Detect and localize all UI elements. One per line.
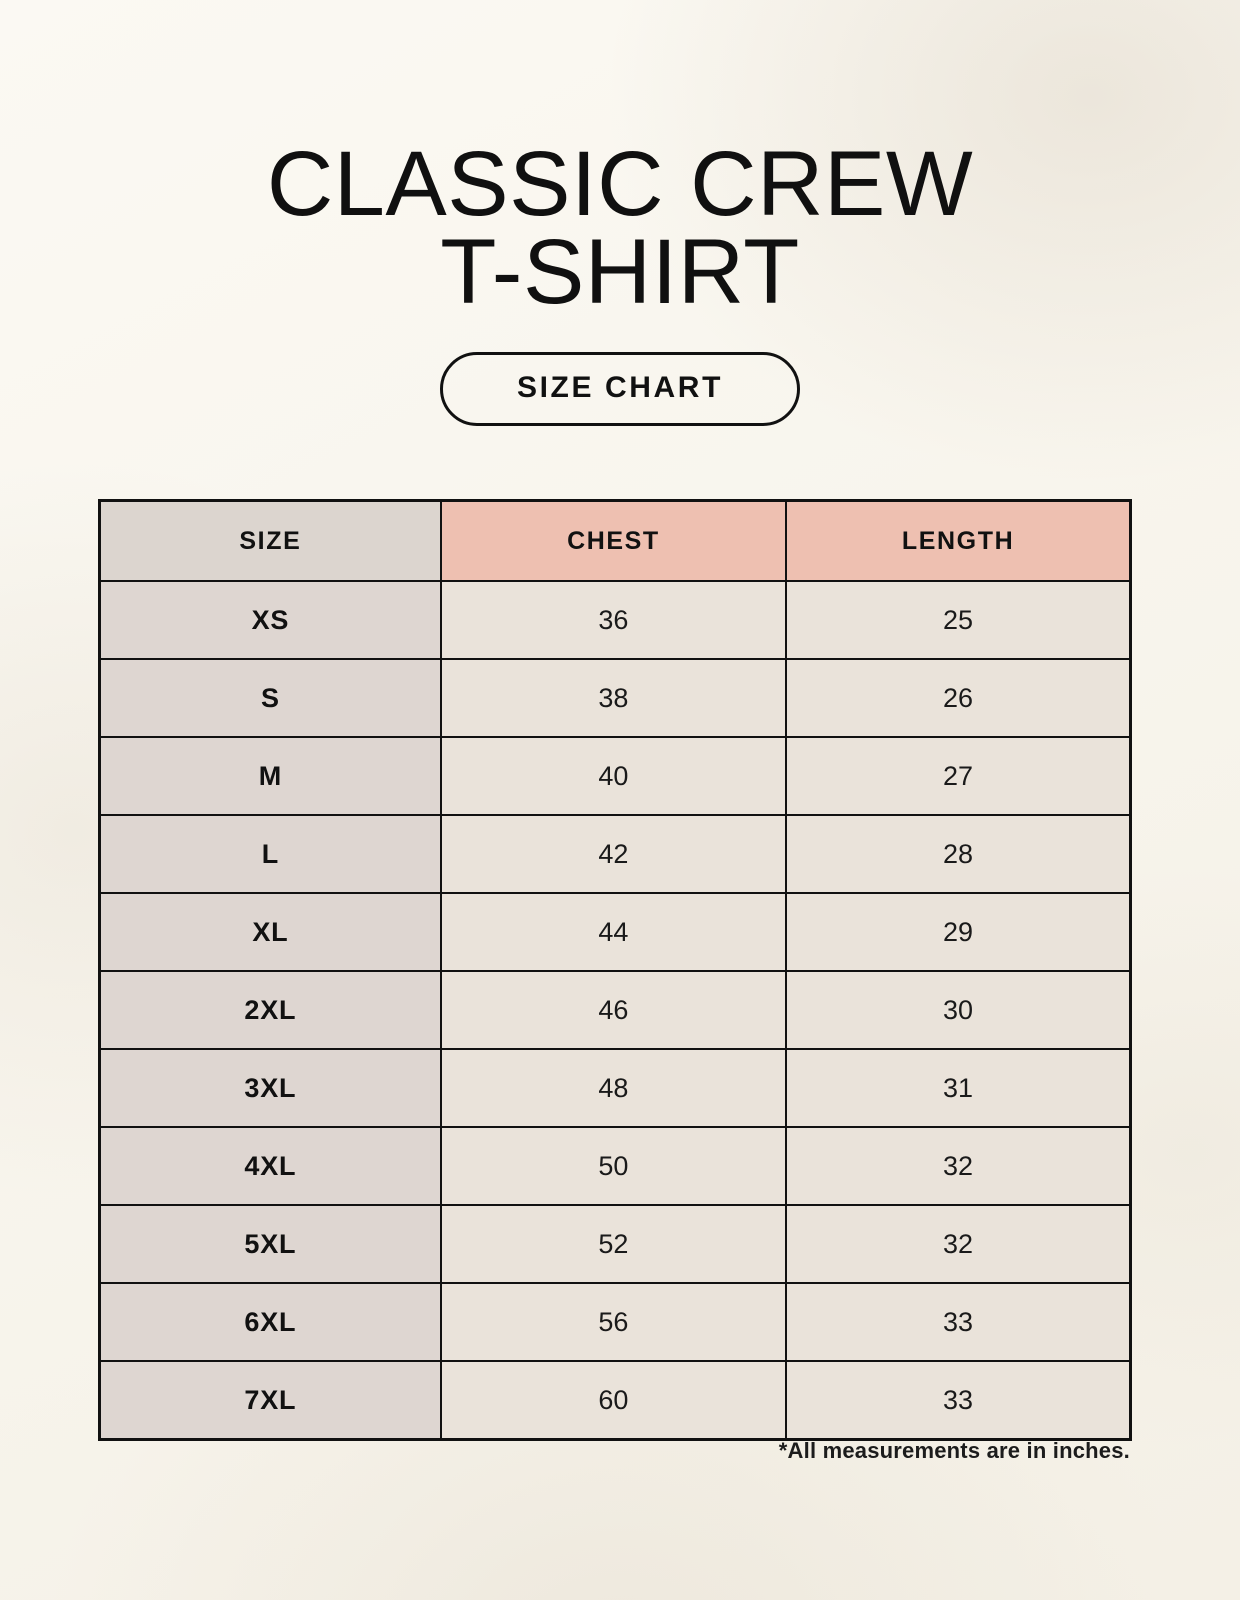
cell-size: S [98,658,442,738]
page-title: CLASSIC CREW T-SHIRT [266,132,974,323]
size-table-container: SIZE CHEST LENGTH XS 36 25 S 38 26 M 40 27 L 42 28 X… [98,499,1132,1441]
table-row: 5XL 52 32 [98,1204,1132,1284]
cell-length: 30 [785,970,1132,1050]
column-header-chest: CHEST [439,499,788,582]
cell-length: 32 [785,1204,1132,1284]
cell-chest: 48 [439,1048,788,1128]
table-row: XL 44 29 [98,892,1132,972]
table-row: 7XL 60 33 [98,1360,1132,1441]
table-row: M 40 27 [98,736,1132,816]
badge-container: SIZE CHART [0,352,1240,426]
cell-chest: 46 [439,970,788,1050]
cell-size: 2XL [98,970,442,1050]
cell-length: 25 [785,580,1132,660]
table-row: XS 36 25 [98,580,1132,660]
cell-length: 31 [785,1048,1132,1128]
cell-chest: 50 [439,1126,788,1206]
table-row: 3XL 48 31 [98,1048,1132,1128]
table-row: L 42 28 [98,814,1132,894]
cell-size: XL [98,892,442,972]
cell-chest: 56 [439,1282,788,1362]
cell-chest: 44 [439,892,788,972]
cell-chest: 38 [439,658,788,738]
cell-size: 5XL [98,1204,442,1284]
cell-length: 26 [785,658,1132,738]
table-row: 4XL 50 32 [98,1126,1132,1206]
table-row: 2XL 46 30 [98,970,1132,1050]
size-table: SIZE CHEST LENGTH XS 36 25 S 38 26 M 40 27 L 42 28 X… [98,499,1132,1441]
cell-size: 3XL [98,1048,442,1128]
cell-size: 6XL [98,1282,442,1362]
cell-size: M [98,736,442,816]
measurements-footnote: *All measurements are in inches. [778,1438,1130,1463]
column-header-size: SIZE [98,499,442,582]
cell-length: 27 [785,736,1132,816]
cell-length: 29 [785,892,1132,972]
cell-chest: 42 [439,814,788,894]
table-header-row: SIZE CHEST LENGTH [98,499,1132,582]
cell-length: 32 [785,1126,1132,1206]
column-header-length: LENGTH [785,499,1132,582]
table-header: SIZE CHEST LENGTH [98,499,1132,582]
table-body: XS 36 25 S 38 26 M 40 27 L 42 28 XL 44 29 2XL 46 30 3XL 48 3… [98,580,1132,1441]
table-row: 6XL 56 33 [98,1282,1132,1362]
cell-chest: 60 [439,1360,788,1441]
cell-size: 4XL [98,1126,442,1206]
cell-chest: 40 [439,736,788,816]
cell-chest: 36 [439,580,788,660]
cell-size: L [98,814,442,894]
table-row: S 38 26 [98,658,1132,738]
cell-length: 33 [785,1282,1132,1362]
cell-length: 33 [785,1360,1132,1441]
cell-chest: 52 [439,1204,788,1284]
cell-length: 28 [785,814,1132,894]
cell-size: XS [98,580,442,660]
size-chart-badge: SIZE CHART [440,352,800,426]
cell-size: 7XL [98,1360,442,1441]
